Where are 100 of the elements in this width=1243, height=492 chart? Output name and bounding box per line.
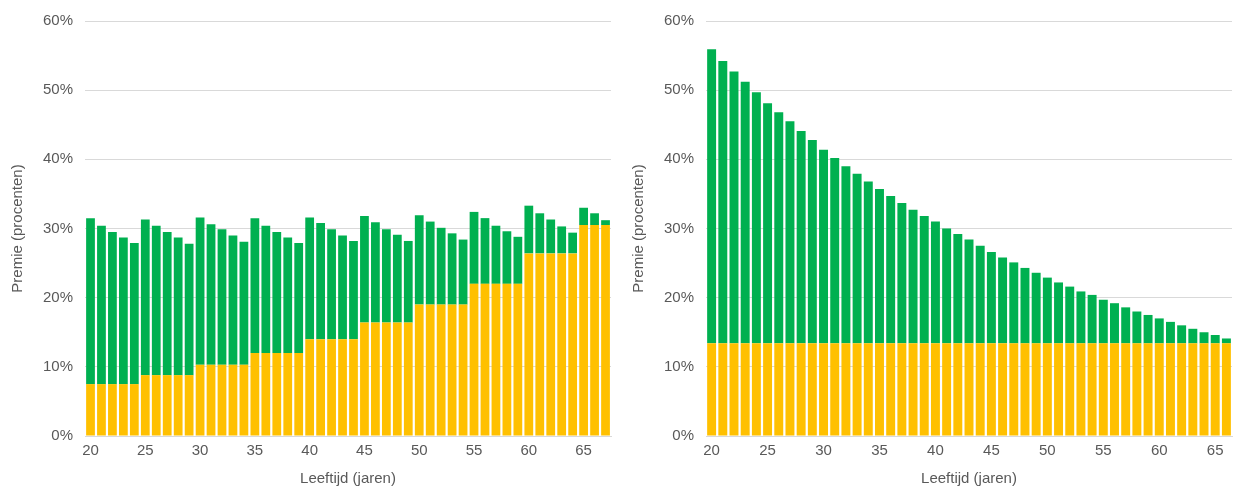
bar [129,243,139,385]
y-tick-label: 10% [663,356,695,374]
bar [1098,343,1108,436]
bar [919,343,929,436]
x-tick-label: 30 [191,441,209,459]
bar [239,241,249,365]
bar [162,231,172,376]
bar [942,228,952,344]
bar [852,173,862,344]
bar [403,240,413,323]
bar [327,339,336,436]
bar [841,343,851,436]
bar [480,283,490,436]
bar [1009,343,1019,436]
bar [86,218,95,385]
y-tick-label: 50% [42,80,74,98]
bar [338,235,347,340]
bar [998,343,1008,436]
bar [97,225,106,385]
bar [349,339,358,436]
bar [1165,343,1175,436]
bar [86,384,95,436]
bar [261,225,271,353]
x-tick-label: 40 [301,441,318,459]
bar [228,235,238,365]
bar [480,218,490,284]
bar [785,343,795,436]
bar [930,221,940,344]
bar [546,253,556,436]
bar [1065,343,1075,436]
bar [986,343,996,436]
bar [875,189,884,344]
bar [897,343,907,436]
bar [458,304,468,436]
x-tick-label: 60 [1150,441,1168,459]
bar [173,375,183,436]
bar [1110,343,1119,436]
bar [796,343,806,436]
x-tick-label: 55 [1094,441,1112,459]
bar [425,221,435,305]
bar [601,225,610,436]
bar [1132,343,1142,436]
bar [151,375,161,436]
bar [360,322,369,436]
bar [546,219,556,254]
bar [1221,338,1231,344]
bar [316,222,325,340]
bar [447,304,457,436]
bar [568,253,578,436]
x-tick-label: 60 [520,441,538,459]
bar [436,304,446,436]
y-tick-label: 30% [663,218,695,236]
bar [129,384,139,436]
bar [392,234,402,323]
bar [919,216,929,344]
bar [108,231,117,385]
bar [108,384,117,436]
bar [272,231,282,353]
bar [590,213,599,226]
bar [964,343,974,436]
bar [1065,286,1075,344]
x-tick-label: 20 [703,441,720,459]
x-tick-label: 45 [983,441,1000,459]
bar [579,225,588,436]
x-tick-label: 25 [759,441,776,459]
bar [1009,262,1019,344]
bar [557,226,567,254]
bar [1087,294,1097,344]
bar [338,339,347,436]
x-tick-label: 50 [410,441,428,459]
bar [830,157,840,344]
bar [491,283,501,436]
bar [740,343,750,436]
bar [491,225,501,284]
x-tick-label: 55 [465,441,483,459]
bar [908,343,918,436]
bar [841,166,851,344]
bar [381,322,391,436]
bar [206,364,216,436]
bar [513,283,523,436]
bar [1188,328,1198,344]
bar [1110,303,1119,344]
bar [1076,343,1086,436]
bar [294,243,304,353]
bar [371,322,380,436]
bar [283,353,293,436]
bar [283,237,293,353]
bar [1054,282,1064,344]
bar [863,343,873,436]
bar [195,217,205,365]
x-tick-label: 50 [1039,441,1056,459]
bar [118,384,128,436]
y-tick-label: 10% [42,356,74,374]
bar [184,243,194,376]
bar [1087,343,1097,436]
bar [1132,311,1142,344]
bar [228,364,238,436]
bar [502,231,512,284]
bar [1020,267,1030,344]
bar [1154,318,1164,344]
